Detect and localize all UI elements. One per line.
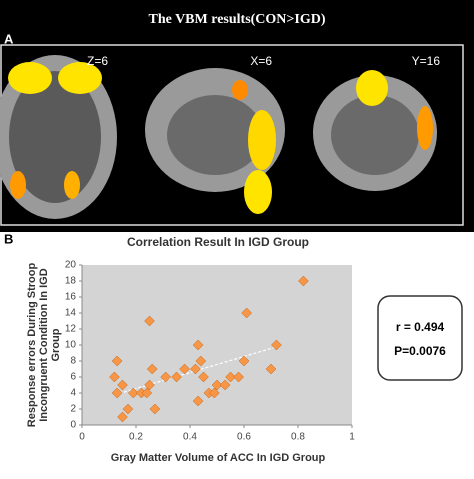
y-tick-label: 10 <box>65 340 77 351</box>
y-axis-label-line: Group <box>50 328 62 361</box>
scatter-point <box>117 379 128 391</box>
chart-title: Correlation Result In IGD Group <box>127 235 309 249</box>
scatter-point <box>198 371 209 383</box>
scatter-point <box>146 363 158 375</box>
scatter-point <box>111 387 123 399</box>
scatter-point <box>265 363 277 375</box>
stats-box <box>377 295 463 381</box>
stat-text: P=0.0076 <box>394 344 446 358</box>
y-tick-label: 18 <box>65 276 77 287</box>
scatter-point <box>141 387 153 399</box>
y-tick-label: 14 <box>65 308 77 319</box>
x-tick-label: 1 <box>349 432 355 443</box>
y-tick-label: 16 <box>65 292 77 303</box>
scatter-point <box>179 363 190 375</box>
scatter-point <box>271 339 282 351</box>
x-tick-label: 0.6 <box>237 432 251 443</box>
scatter-point <box>111 355 123 367</box>
view-label: X=6 <box>250 54 272 68</box>
scatter-point <box>219 379 231 391</box>
scatter-point <box>225 371 236 383</box>
scatter-point <box>122 403 134 415</box>
scatter-point <box>195 355 207 367</box>
y-tick-label: 0 <box>70 420 76 431</box>
brain-coronal <box>313 70 437 191</box>
y-tick-label: 6 <box>70 372 76 383</box>
scatter-point <box>160 371 172 383</box>
x-axis-label: Gray Matter Volume of ACC In IGD Group <box>111 452 326 464</box>
scatter-point <box>149 403 161 415</box>
scatter-point <box>211 379 223 391</box>
y-axis-label: Response errors During Stroop Incongruent… <box>26 263 62 428</box>
scatter-point <box>238 355 250 367</box>
scatter-point <box>109 371 120 383</box>
plot-area <box>82 265 352 425</box>
y-tick-label: 4 <box>70 388 76 399</box>
panel-label: B <box>4 231 13 246</box>
brain-sagittal <box>145 68 285 214</box>
scatter-point <box>192 339 204 351</box>
scatter-point <box>208 387 220 399</box>
stat-text: r = 0.494 <box>396 320 445 334</box>
y-axis-label-line: Incongruent Condition In IGD <box>38 268 50 421</box>
y-tick-label: 12 <box>65 324 77 335</box>
scatter-point <box>190 363 201 375</box>
y-tick-label: 20 <box>65 260 77 271</box>
x-tick-label: 0.4 <box>183 432 197 443</box>
x-tick-label: 0 <box>79 432 85 443</box>
scatter-point <box>241 307 253 319</box>
view-label: Z=6 <box>87 54 108 68</box>
scatter-point <box>298 275 309 287</box>
scatter-point <box>117 411 128 423</box>
brain-axial <box>0 55 117 219</box>
scatter-point <box>192 395 204 407</box>
view-label: Y=16 <box>412 54 441 68</box>
panel-label: A <box>4 31 14 46</box>
scatter-point <box>144 315 155 327</box>
x-tick-label: 0.8 <box>291 432 305 443</box>
panel-title: The VBM results(CON>IGD) <box>148 12 325 27</box>
scatter-point <box>127 387 139 399</box>
scatter-point <box>144 379 155 391</box>
y-axis-label-line: Response errors During Stroop <box>26 263 38 428</box>
y-tick-label: 2 <box>70 404 76 415</box>
x-tick-label: 0.2 <box>129 432 143 443</box>
y-tick-label: 8 <box>70 356 76 367</box>
scatter-point <box>233 371 244 383</box>
scatter-point <box>171 371 182 383</box>
